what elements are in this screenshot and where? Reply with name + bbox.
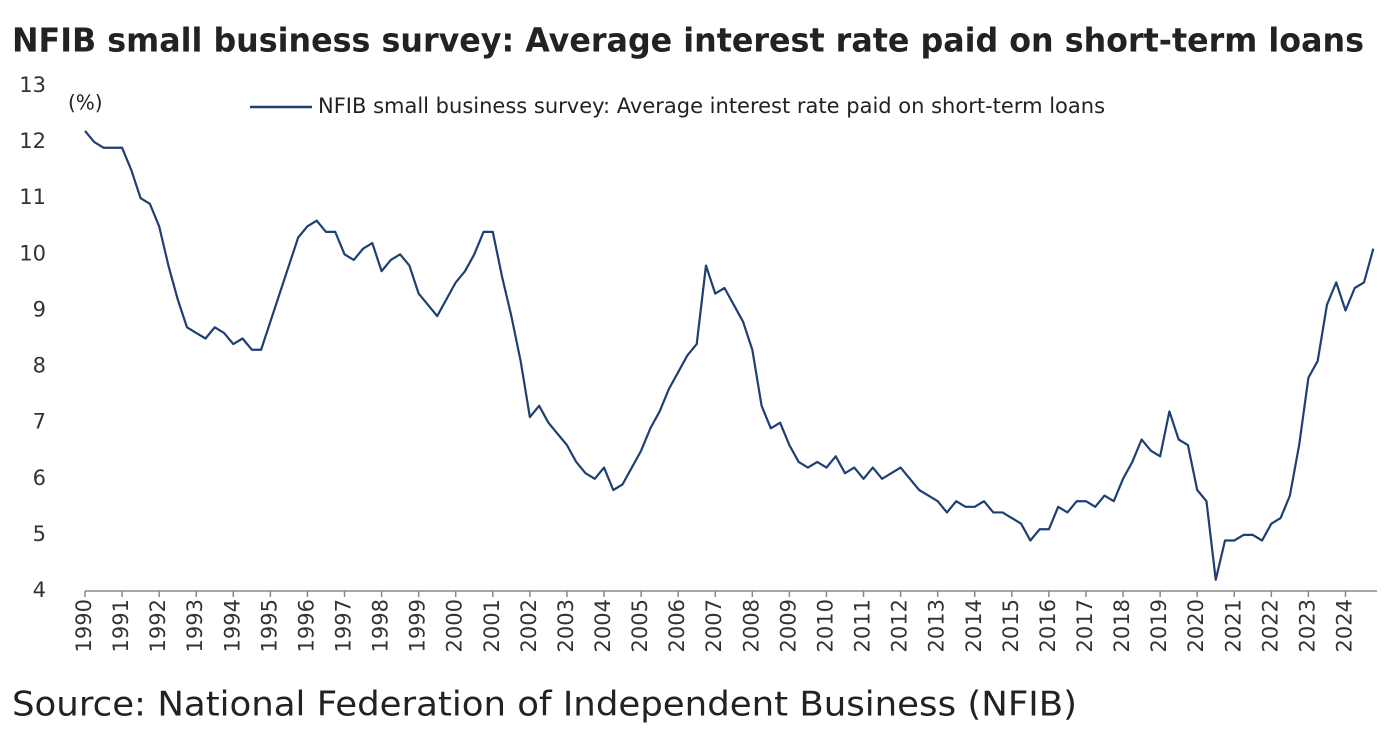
x-tick-label: 1990: [72, 599, 96, 652]
x-tick-label: 2020: [1184, 599, 1208, 652]
x-tick-label: 2001: [480, 599, 504, 652]
x-tick-label: 2008: [739, 599, 763, 652]
x-tick-label: 2024: [1332, 599, 1356, 652]
chart-title: NFIB small business survey: Average inte…: [12, 21, 1364, 60]
x-tick-label: 2000: [443, 599, 467, 652]
source-note: Source: National Federation of Independe…: [12, 685, 1077, 725]
x-tick-label: 1996: [294, 599, 318, 652]
y-tick-label: 11: [19, 185, 46, 209]
x-tick-label: 2021: [1221, 599, 1245, 652]
x-tick-label: 1995: [257, 599, 281, 652]
x-tick-label: 2012: [888, 599, 912, 652]
y-tick-label: 7: [33, 410, 46, 434]
x-tick-label: 1998: [369, 599, 393, 652]
x-tick-label: 2023: [1295, 599, 1319, 652]
x-tick-label: 2005: [628, 599, 652, 652]
x-tick-label: 2006: [665, 599, 689, 652]
x-tick-label: 2009: [776, 599, 800, 652]
y-tick-label: 12: [19, 129, 46, 153]
x-tick-label: 2014: [962, 599, 986, 652]
x-tick-label: 2010: [813, 599, 837, 652]
x-tick-label: 2015: [999, 599, 1023, 652]
y-tick-label: 6: [33, 466, 46, 490]
x-tick-label: 2018: [1110, 599, 1134, 652]
y-unit-label: (%): [68, 91, 103, 115]
legend-label: NFIB small business survey: Average inte…: [318, 94, 1105, 118]
y-tick-label: 8: [33, 354, 46, 378]
x-tick-label: 1999: [406, 599, 430, 652]
x-tick-label: 2003: [554, 599, 578, 652]
y-tick-label: 13: [19, 73, 46, 97]
y-tick-label: 5: [33, 522, 46, 546]
x-tick-label: 2016: [1036, 599, 1060, 652]
x-tick-label: 2011: [851, 599, 875, 652]
x-tick-label: 2004: [591, 599, 615, 652]
x-tick-label: 2017: [1073, 599, 1097, 652]
y-tick-label: 4: [33, 578, 46, 602]
x-tick-label: 2013: [925, 599, 949, 652]
x-tick-label: 1992: [146, 599, 170, 652]
x-tick-label: 1993: [183, 599, 207, 652]
x-tick-label: 2019: [1147, 599, 1171, 652]
x-tick-label: 2022: [1258, 599, 1282, 652]
y-tick-label: 10: [19, 241, 46, 265]
x-tick-label: 1994: [220, 599, 244, 652]
x-tick-label: 2007: [702, 599, 726, 652]
x-tick-label: 1997: [332, 599, 356, 652]
y-tick-label: 9: [33, 297, 46, 321]
x-tick-label: 2002: [517, 599, 541, 652]
x-tick-label: 1991: [109, 599, 133, 652]
data-line: [84, 130, 1375, 581]
